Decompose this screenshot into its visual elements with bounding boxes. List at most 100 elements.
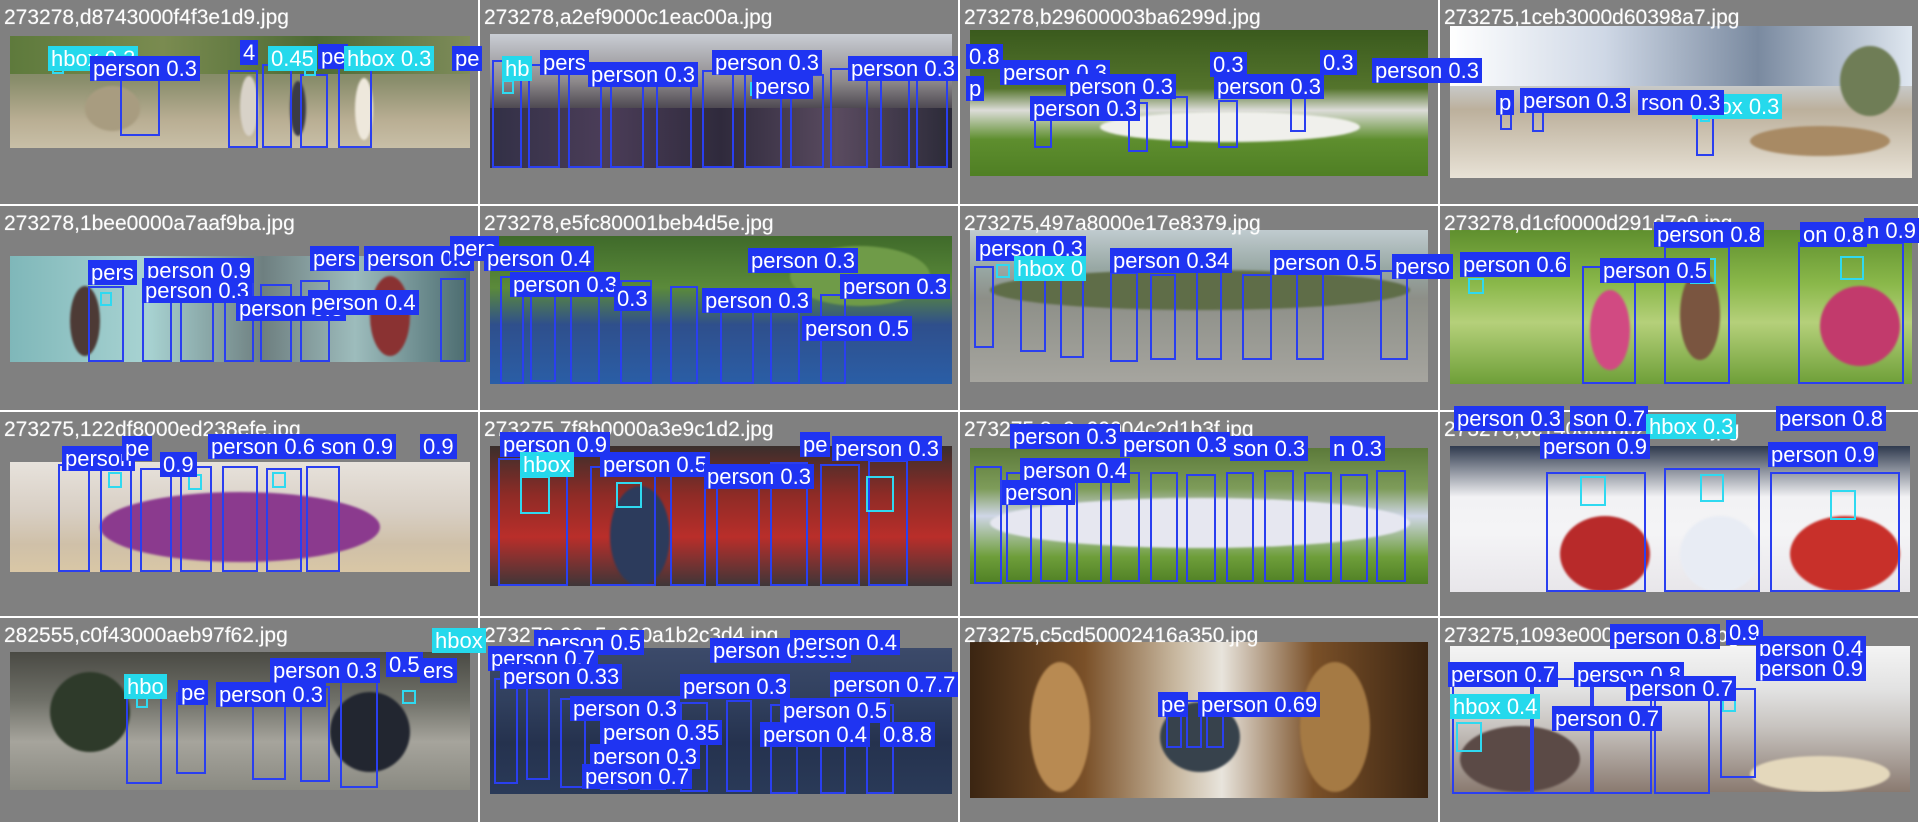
- person-box: [1060, 268, 1084, 358]
- detection-label: pers: [88, 260, 137, 285]
- detection-label: person 0.7.7: [830, 672, 959, 697]
- image-filename: 273278,a2ef9000c1eac00a.jpg: [484, 6, 773, 29]
- person-box: [1186, 700, 1202, 748]
- detection-label: person 0.3: [748, 248, 858, 273]
- detection-label: person 0.3: [848, 56, 958, 81]
- person-box: [916, 70, 948, 168]
- detection-label: person 0.3: [142, 278, 252, 303]
- image-tile[interactable]: hbox 0.3 person 0.3 4 0.45 pe hbox 0.3 p…: [0, 0, 483, 206]
- person-box: [228, 70, 258, 148]
- detection-label: pe: [122, 436, 153, 461]
- detection-label: 0.8.8: [880, 722, 935, 747]
- detection-label: person 0.7: [582, 764, 692, 789]
- person-box: [820, 464, 860, 586]
- detection-label: person 0.3: [1372, 58, 1482, 83]
- person-box: [1380, 270, 1408, 360]
- detection-label: person 0.7: [1626, 676, 1736, 701]
- detection-label: person 0.6: [208, 434, 318, 459]
- image-tile[interactable]: p person 0.3 person 0.3 person 0.3 perso…: [960, 0, 1482, 206]
- detection-label: person 0.8: [1610, 624, 1720, 649]
- detection-label: person 0.3: [216, 682, 326, 707]
- image-tile[interactable]: person pe person 0.6 son 0.9 0.9 0.9 273…: [0, 412, 480, 618]
- person-box: [1664, 468, 1760, 592]
- person-box: [868, 460, 908, 586]
- head-box: [272, 472, 286, 488]
- detection-label: person 0.9: [1768, 442, 1878, 467]
- image-tile[interactable]: person 0.6 person 0.5 person 0.8 on 0.8 …: [1440, 206, 1920, 412]
- detection-label: person 0.4: [1020, 458, 1130, 483]
- detection-label: on 0.8: [1800, 222, 1868, 247]
- detection-label: person 0.3: [1214, 74, 1324, 99]
- person-box: [340, 678, 378, 788]
- image-tile[interactable]: person 0.3 son 0.7 hbox 0.3 person 0.8 p…: [1440, 406, 1920, 618]
- detection-label: person 0.3: [1120, 432, 1230, 457]
- person-box: [88, 286, 124, 362]
- image-tile[interactable]: person 0.3 person 0.3 person 0.4 son 0.3…: [960, 412, 1440, 618]
- person-box: [306, 466, 340, 572]
- image-tile[interactable]: person 0.5 person 0.7 person 0.33 person…: [480, 618, 960, 824]
- person-box: [1110, 472, 1140, 582]
- detection-label: pe: [452, 46, 483, 71]
- detection-label: person 0.3: [702, 288, 812, 313]
- image-filename: 273278,d8743000f4f3e1d9.jpg: [4, 6, 289, 29]
- image-tile[interactable]: pers person 0.9 pers person 0.3 person 0…: [0, 206, 499, 412]
- person-box: [1226, 472, 1254, 582]
- detection-label: person 0.3: [832, 436, 942, 461]
- detection-label: person 0.3: [510, 272, 620, 297]
- detection-label: 0.8: [966, 44, 1003, 69]
- detection-label: hbo: [124, 674, 167, 699]
- person-box: [222, 466, 258, 572]
- image-filename: 273278,e5fc80001beb4d5e.jpg: [484, 212, 774, 235]
- detection-label: person 0.8: [1654, 222, 1764, 247]
- image-tile[interactable]: hbo pe person 0.3 person 0.3 0.5 hbox er…: [0, 618, 486, 824]
- image-tile[interactable]: pe person 0.69 273275,c5cd50002416a350.j…: [960, 618, 1440, 824]
- detection-label: 0.3: [1320, 50, 1357, 75]
- detection-label: person 0.5: [1270, 250, 1380, 275]
- head-box: [520, 476, 550, 514]
- detection-label: person 0.3: [1454, 406, 1564, 431]
- detection-label: person 0.3: [1520, 88, 1630, 113]
- detection-label: son 0.3: [1230, 436, 1309, 461]
- person-box: [262, 64, 292, 148]
- person-box: [1110, 272, 1138, 362]
- detection-label: pers: [310, 246, 359, 271]
- detection-label: person 0.7: [1448, 662, 1558, 687]
- person-box: [526, 680, 550, 780]
- detection-label: person 0.3: [1066, 74, 1176, 99]
- image-tile[interactable]: person 0.8 0.9 person 0.4 person 0.7 per…: [1440, 618, 1920, 824]
- detection-label: person 0.5: [1600, 258, 1710, 283]
- image-filename: 273275,1ceb3000d60398a7.jpg: [1444, 6, 1740, 29]
- person-box: [140, 468, 172, 572]
- person-box: [1664, 246, 1730, 384]
- image-tile[interactable]: person 0.3 hbox 0.3 p rson 0.3 273275,1c…: [1440, 0, 1920, 206]
- detection-label: person 0.4: [760, 722, 870, 747]
- image-filename: 273278,b29600003ba6299d.jpg: [964, 6, 1261, 29]
- person-box: [670, 462, 706, 586]
- detection-label: 0.3: [614, 286, 651, 311]
- person-box: [1340, 474, 1368, 582]
- person-box: [1546, 472, 1646, 592]
- head-box: [866, 476, 894, 512]
- person-box: [880, 76, 910, 168]
- detection-label: person 0.3: [1030, 96, 1140, 121]
- person-box: [1296, 268, 1324, 360]
- detection-label: p: [966, 76, 985, 101]
- detection-label: n 0.3: [1330, 436, 1385, 461]
- detection-label: person 0.3: [1010, 424, 1120, 449]
- detection-label: person 0.35: [600, 720, 723, 745]
- detection-label: person 0.4: [790, 630, 900, 655]
- photo: [1450, 446, 1910, 592]
- detection-label: person 0.3: [704, 464, 814, 489]
- image-tile[interactable]: hb pers person 0.3 person 0.3 person 0.3…: [480, 0, 1003, 206]
- detection-label: person 0.3: [840, 274, 950, 299]
- person-box: [1150, 472, 1178, 582]
- detection-label: person 0.3: [712, 50, 822, 75]
- image-tile[interactable]: person 0.4 person 0.3 person 0.3 person …: [480, 206, 960, 412]
- image-filename: 273275,c5cd50002416a350.jpg: [964, 624, 1259, 647]
- image-tile[interactable]: person 0.3 hbox 0 person 0.34 person 0.5…: [960, 206, 1454, 412]
- detection-label: perso: [752, 74, 814, 99]
- detection-label: p: [1496, 90, 1515, 115]
- image-tile[interactable]: person 0.9 hbox person 0.5 person 0.3 pe…: [480, 412, 960, 618]
- detection-label: 0.45: [268, 46, 317, 71]
